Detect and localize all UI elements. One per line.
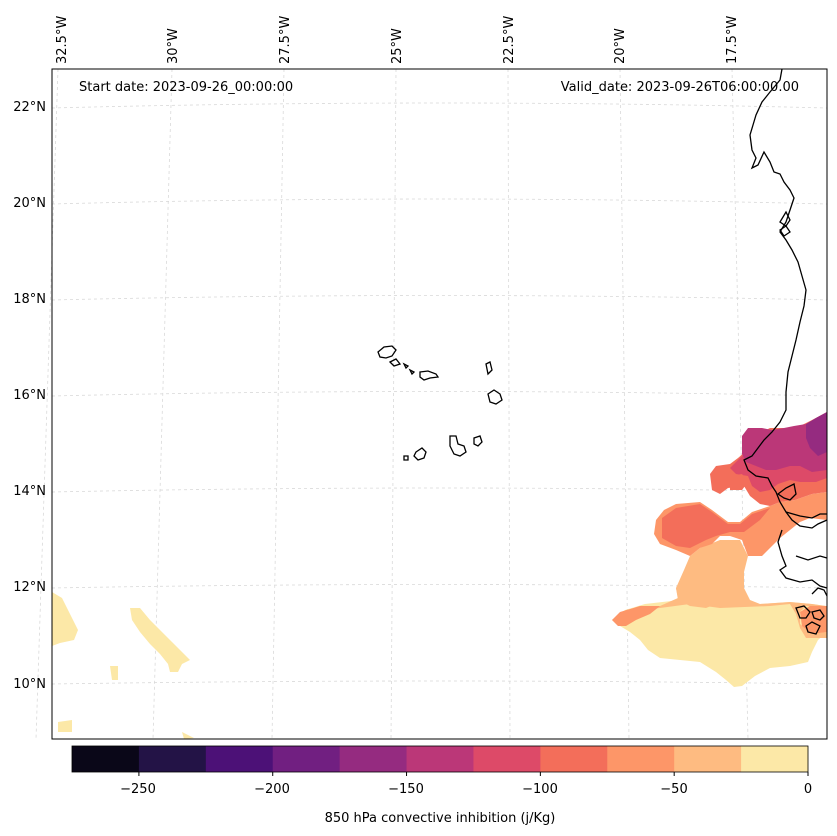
colorbar-segment [72, 746, 140, 772]
lat-label: 14°N [13, 484, 46, 499]
colorbar-segment [138, 746, 207, 772]
colorbar-segment [607, 746, 675, 772]
lat-label: 16°N [13, 388, 46, 403]
latitude-labels: 22°N 20°N 18°N 16°N 14°N 12°N 10°N [13, 100, 46, 692]
colorbar-ticks [138, 772, 809, 776]
lon-label: 30°W [166, 28, 181, 64]
lon-label: 22.5°W [502, 16, 517, 64]
lat-label: 22°N [13, 100, 46, 115]
colorbar-frame [71, 745, 809, 773]
colorbar-segment [473, 746, 541, 772]
colorbar-segment [674, 746, 742, 772]
colorbar-segment [406, 746, 474, 772]
valid-date-text: Valid_date: 2023-09-26T06:00:00.00 [561, 80, 799, 95]
longitude-labels: 32.5°W 30°W 27.5°W 25°W 22.5°W 20°W 17.5… [55, 16, 740, 64]
lat-label: 18°N [13, 292, 46, 307]
colorbar-tick-label: 0 [804, 782, 812, 797]
colorbar-tick-label: −100 [522, 782, 558, 797]
colorbar-tick-label: −50 [660, 782, 687, 797]
colorbar [72, 746, 809, 772]
lon-label: 32.5°W [55, 16, 70, 64]
colorbar-segment [272, 746, 341, 772]
colorbar-segment [205, 746, 274, 772]
colorbar-tick-label: −150 [388, 782, 424, 797]
lat-label: 10°N [13, 677, 46, 692]
lat-label: 12°N [13, 580, 46, 595]
colorbar-title: 850 hPa convective inhibition (j/Kg) [325, 811, 556, 826]
lat-label: 20°N [13, 196, 46, 211]
colorbar-tick-label: −250 [120, 782, 156, 797]
lon-label: 25°W [390, 28, 405, 64]
lon-label: 17.5°W [725, 16, 740, 64]
colorbar-tick-labels: −250 −200 −150 −100 −50 0 [120, 782, 812, 797]
start-date-text: Start date: 2023-09-26_00:00:00 [79, 80, 293, 95]
colorbar-tick-label: −200 [254, 782, 290, 797]
lon-label: 20°W [613, 28, 628, 64]
cin-field [52, 412, 827, 739]
lon-label: 27.5°W [278, 16, 293, 64]
colorbar-segment [339, 746, 408, 772]
colorbar-segment [741, 746, 809, 772]
map-frame [51, 68, 828, 740]
colorbar-segment [540, 746, 608, 772]
coastlines [377, 68, 828, 635]
